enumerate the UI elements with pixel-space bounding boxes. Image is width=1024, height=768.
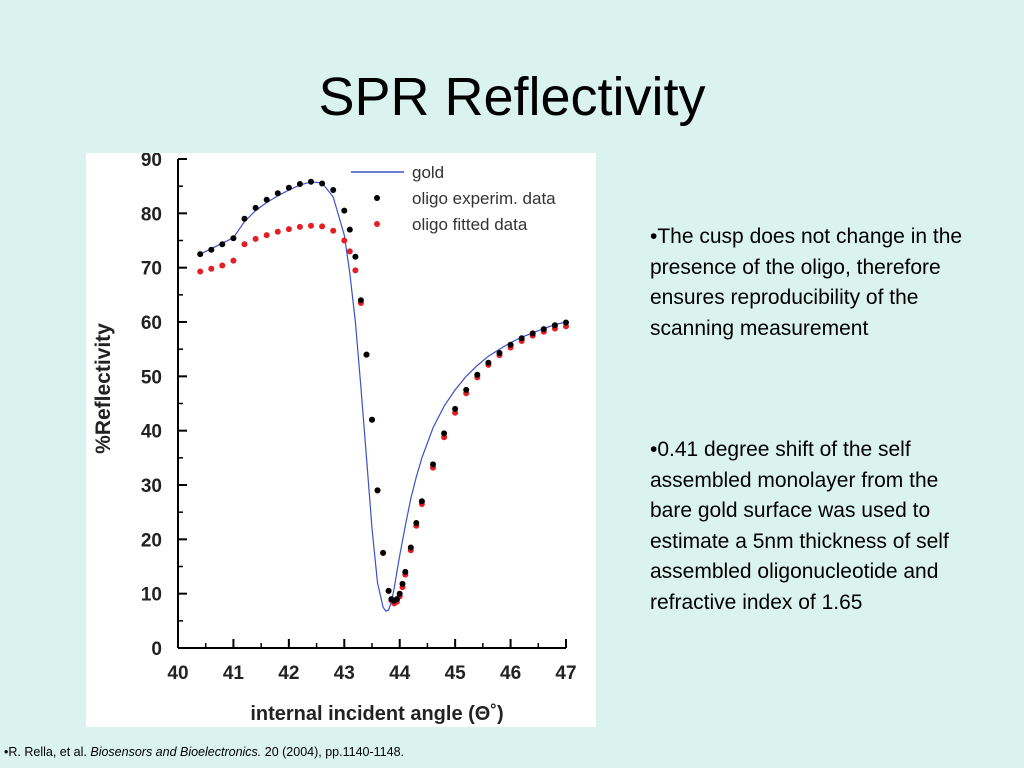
point-fitted bbox=[341, 237, 348, 244]
legend-label: gold bbox=[412, 163, 444, 182]
point-experimental bbox=[380, 549, 387, 556]
point-fitted bbox=[346, 248, 353, 255]
point-fitted bbox=[219, 262, 226, 269]
point-experimental bbox=[341, 207, 348, 214]
point-experimental bbox=[402, 568, 409, 575]
point-fitted bbox=[263, 232, 270, 239]
point-experimental bbox=[346, 226, 353, 233]
point-experimental bbox=[363, 351, 370, 358]
x-tick-label: 46 bbox=[500, 663, 521, 684]
point-experimental bbox=[296, 181, 303, 187]
point-experimental bbox=[418, 498, 425, 505]
point-fitted bbox=[241, 241, 248, 248]
point-experimental bbox=[230, 235, 237, 242]
series-line-gold bbox=[199, 181, 567, 612]
point-experimental bbox=[496, 350, 503, 356]
point-experimental bbox=[463, 386, 470, 393]
point-fitted bbox=[208, 265, 215, 272]
citation-suffix: 20 (2004), pp.1140-1148. bbox=[261, 745, 404, 759]
y-tick-label: 30 bbox=[141, 476, 162, 497]
chart-axes: 0 10 20 30 40 50 60 70 80 90 40 41 42 43 44 45 46 47 inter… bbox=[92, 153, 577, 725]
point-experimental bbox=[219, 241, 226, 248]
bullet-cusp: •The cusp does not change in the presenc… bbox=[650, 225, 963, 340]
y-axis-label: %Reflectivity bbox=[92, 323, 115, 454]
y-tick-label: 70 bbox=[141, 259, 162, 280]
point-experimental bbox=[452, 405, 459, 412]
x-tick-label: 40 bbox=[167, 663, 188, 684]
point-experimental bbox=[529, 330, 536, 337]
point-fitted bbox=[308, 222, 314, 229]
point-experimental bbox=[263, 196, 270, 203]
reflectivity-chart: 0 10 20 30 40 50 60 70 80 90 40 41 42 43 44 45 46 47 inter… bbox=[86, 153, 596, 727]
point-experimental bbox=[252, 204, 259, 211]
legend-label: oligo fitted data bbox=[412, 215, 528, 234]
y-tick-label: 60 bbox=[141, 313, 162, 334]
x-tick-label: 42 bbox=[278, 663, 299, 684]
x-tick-label: 45 bbox=[445, 663, 467, 684]
point-experimental bbox=[474, 371, 481, 378]
point-experimental bbox=[308, 178, 314, 185]
point-experimental bbox=[485, 359, 492, 366]
point-experimental bbox=[274, 190, 281, 197]
point-experimental bbox=[396, 590, 403, 597]
point-fitted bbox=[230, 257, 237, 264]
x-axis-label: internal incident angle (Θ˚) bbox=[250, 702, 503, 725]
y-tick-label: 40 bbox=[141, 422, 162, 443]
citation-journal: Biosensors and Bioelectronics. bbox=[90, 745, 262, 759]
y-tick-label: 80 bbox=[141, 204, 162, 225]
point-experimental bbox=[393, 596, 400, 603]
point-fitted bbox=[274, 228, 281, 235]
point-fitted bbox=[352, 267, 359, 274]
point-fitted bbox=[296, 223, 303, 230]
point-experimental bbox=[507, 341, 514, 348]
point-experimental bbox=[374, 487, 381, 494]
point-experimental bbox=[285, 184, 292, 191]
point-experimental bbox=[407, 544, 414, 551]
point-fitted bbox=[330, 227, 337, 234]
point-experimental bbox=[319, 180, 326, 187]
y-tick-label: 90 bbox=[141, 153, 162, 171]
slide-title: SPR Reflectivity bbox=[318, 67, 706, 127]
x-tick-label: 47 bbox=[555, 663, 576, 684]
point-experimental bbox=[385, 587, 392, 594]
citation-prefix: •R. Rella, et al. bbox=[4, 745, 91, 759]
y-tick-label: 20 bbox=[141, 530, 162, 551]
point-fitted bbox=[319, 223, 326, 230]
x-tick-label: 44 bbox=[389, 663, 411, 684]
point-fitted bbox=[285, 226, 292, 233]
point-experimental bbox=[330, 187, 337, 193]
chart-legend: gold oligo experim. data oligo fitted data bbox=[351, 163, 556, 234]
y-tick-label: 0 bbox=[151, 639, 162, 660]
y-tick-label: 10 bbox=[141, 585, 162, 606]
chart-series bbox=[197, 178, 569, 612]
point-experimental bbox=[441, 430, 448, 437]
citation: •R. Rella, et al. Biosensors and Bioelec… bbox=[4, 745, 404, 759]
point-fitted bbox=[197, 268, 204, 275]
x-tick-label: 41 bbox=[223, 663, 245, 684]
bullet-shift: •0.41 degree shift of the self assembled… bbox=[650, 438, 949, 614]
x-tick-label: 43 bbox=[334, 663, 355, 684]
chart-svg: 0 10 20 30 40 50 60 70 80 90 40 41 42 43 44 45 46 47 inter… bbox=[92, 153, 577, 725]
point-experimental bbox=[241, 215, 248, 222]
legend-label: oligo experim. data bbox=[412, 189, 556, 208]
point-experimental bbox=[413, 520, 420, 526]
legend-marker bbox=[374, 221, 380, 227]
point-experimental bbox=[357, 297, 364, 304]
point-experimental bbox=[430, 461, 436, 468]
point-fitted bbox=[252, 235, 259, 242]
legend-marker bbox=[374, 195, 380, 201]
y-tick-label: 50 bbox=[141, 367, 162, 388]
point-experimental bbox=[352, 253, 359, 260]
point-experimental bbox=[551, 322, 558, 329]
point-experimental bbox=[518, 335, 525, 342]
point-experimental bbox=[197, 251, 204, 258]
point-experimental bbox=[540, 326, 547, 333]
point-experimental bbox=[208, 246, 215, 253]
point-experimental bbox=[563, 319, 569, 326]
point-experimental bbox=[369, 416, 375, 423]
point-experimental bbox=[399, 580, 406, 587]
